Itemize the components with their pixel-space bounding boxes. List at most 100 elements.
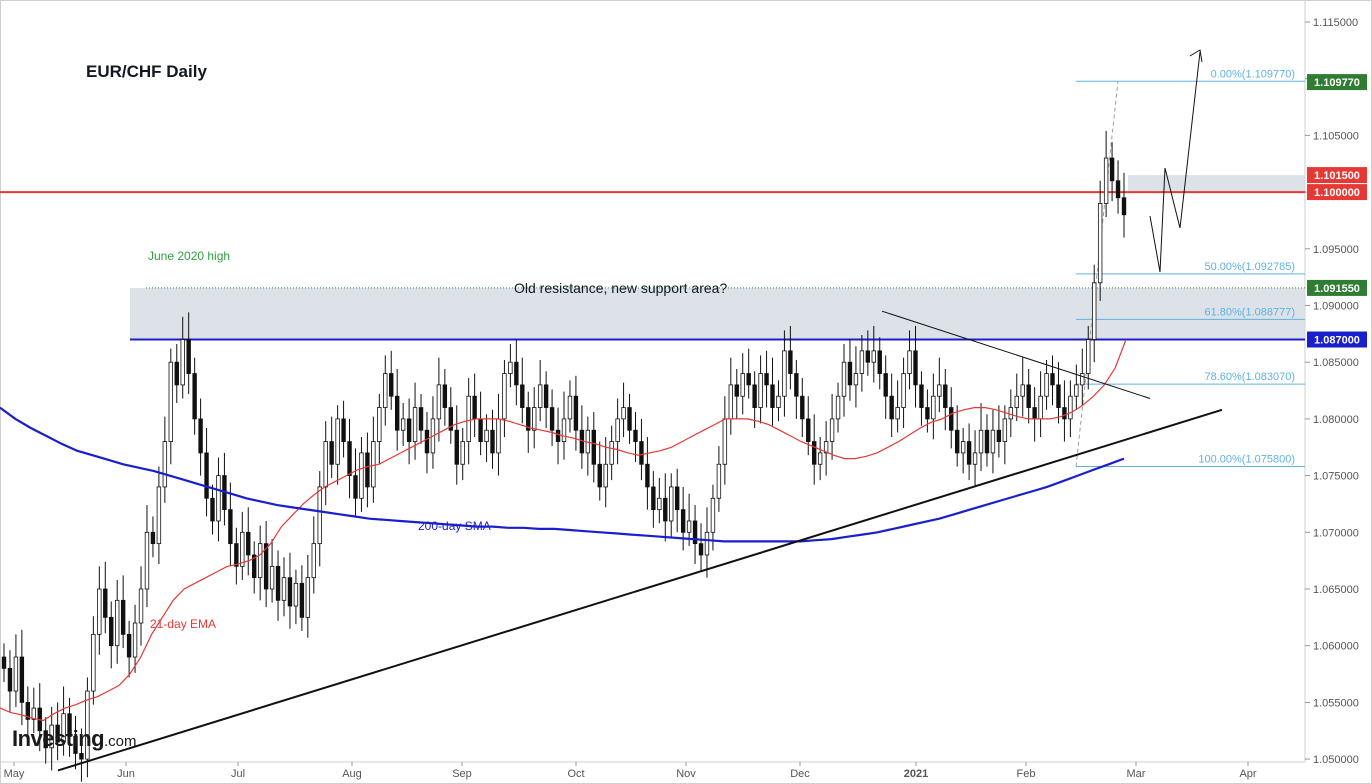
candle-body [31,707,36,720]
candle-body [847,361,853,386]
candle-body [1032,407,1037,420]
candle-body [61,713,66,743]
resistance-zone [1128,175,1305,193]
candle-body [966,441,972,465]
price-badge [1307,279,1367,296]
candle-body [919,384,924,408]
candle-body [400,418,406,431]
candle-body [365,452,370,488]
candle-body [817,452,823,465]
y-tick-label: 1.050000 [1313,754,1359,766]
fib-label-3: 78.60%(1.083070) [1204,371,1295,383]
sma-200-line [0,406,1125,543]
fib-diagonal [1075,81,1119,467]
x-tick-label: Jul [231,768,245,780]
candle-body [674,486,680,511]
candle-body [508,361,513,374]
y-tick-label: 1.105000 [1313,130,1359,142]
candle-body [1092,282,1097,340]
candle-body [728,384,734,420]
candle-body [1038,395,1043,420]
candle-body [466,395,471,442]
y-tick-label: 1.055000 [1313,697,1359,709]
candle-body [347,441,352,476]
candle-body [764,373,769,386]
candle-body [389,373,394,397]
candle-body [782,350,787,397]
candle-body [1121,197,1127,216]
candle-body [680,509,686,533]
candle-body [311,543,316,579]
candle-body [895,407,900,420]
candle-body [1002,418,1008,442]
candle-body [800,395,805,420]
candle-body [901,373,906,408]
candle-body [269,565,275,590]
candle-body [174,361,179,386]
candle-body [323,441,328,488]
candle-body [490,429,495,454]
candle-body [591,429,596,465]
candle-body [972,452,978,465]
candle-body [984,429,990,454]
price-badge [1307,167,1367,184]
candle-body [758,373,763,408]
candle-body [746,373,751,386]
candle-body [198,418,203,454]
candle-body [383,373,388,408]
candle-body [615,418,620,442]
candle-body [317,486,322,545]
candle-body [931,395,936,420]
candle-body [960,441,966,454]
candle-body [156,486,162,545]
candle-body [192,373,197,420]
y-tick-label: 1.115000 [1313,17,1358,29]
candle-body [567,395,573,420]
june-high-label: June 2020 high [148,249,230,263]
y-tick-label: 1.080000 [1313,414,1359,426]
candle-body [889,395,894,420]
candle-body [132,622,138,658]
ascending-trendline [57,408,1223,772]
candle-body [406,418,412,442]
x-tick-label: Oct [567,768,584,780]
candle-body [1080,373,1085,386]
candle-body [537,384,543,408]
candle-body [1026,384,1031,408]
candle-body [657,497,662,511]
candle-body [526,407,531,431]
price-badge-label: 1.091550 [1314,283,1360,295]
candle-body [436,384,442,420]
candle-body [257,543,263,579]
candle-body [353,475,358,499]
fib-label-4: 100.00%(1.075800) [1198,454,1295,466]
descending-trendline [881,310,1151,399]
candle-body [1086,339,1091,374]
candle-body [162,441,168,488]
candle-body [138,588,144,624]
candle-body [1097,203,1103,284]
sma-label: 200-day SMA [418,519,491,533]
x-tick-label: Jun [117,768,135,780]
candle-body [263,543,269,590]
candle-body [978,429,984,454]
price-badge-label: 1.087000 [1314,335,1360,347]
x-tick-label: Apr [1239,768,1256,780]
candle-body [502,373,507,420]
candle-body [85,690,90,760]
candle-body [216,475,221,522]
candle-body [907,350,912,374]
candle-body [621,407,626,420]
candle-body [883,373,888,397]
candle-body [603,463,608,488]
candle-body [812,441,817,465]
candle-body [335,418,340,465]
candle-body [1103,157,1109,204]
svg-text:Investing: Investing [12,726,104,751]
candle-body [1056,384,1061,408]
candle-body [67,713,72,737]
price-badge [1307,331,1367,348]
candle-body [573,395,579,431]
candle-body [704,531,710,556]
x-tick-label: Feb [1017,768,1036,780]
